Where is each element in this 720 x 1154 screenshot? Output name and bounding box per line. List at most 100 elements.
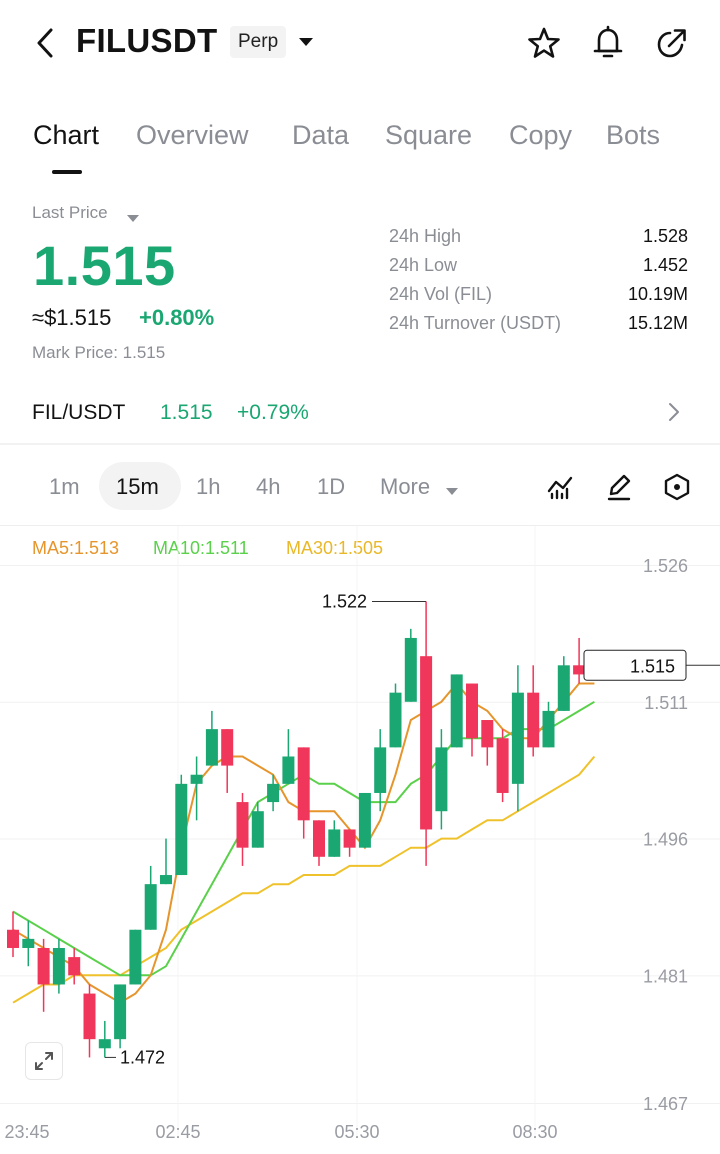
candle-body (251, 811, 264, 848)
candle-body (114, 984, 127, 1040)
header: FILUSDT Perp (0, 0, 720, 86)
max-annotation-label: 1.522 (322, 591, 367, 611)
chevron-right-icon[interactable] (668, 402, 680, 427)
y-tick-label: 1.496 (643, 830, 688, 850)
tab-square[interactable]: Square (385, 120, 473, 150)
candle-body (22, 938, 35, 948)
stat-high-value: 1.528 (642, 226, 688, 246)
y-tick-label: 1.526 (643, 556, 688, 576)
x-tick-label: 02:45 (155, 1122, 200, 1142)
candle-body (313, 820, 325, 857)
current-price-box (583, 649, 687, 681)
chevron-down-icon[interactable] (298, 34, 314, 52)
y-tick-label: 1.467 (643, 1094, 688, 1114)
candle-body (435, 747, 448, 812)
candle-body (481, 720, 494, 748)
ma10-legend: MA10:1.511 (153, 538, 249, 558)
interval-more[interactable]: More (380, 474, 431, 499)
candle-body (236, 802, 249, 848)
interval-1m[interactable]: 1m (49, 474, 80, 499)
stat-turnover-value: 15.12M (627, 313, 688, 333)
candle-body (511, 692, 524, 784)
indicator-icon[interactable] (543, 470, 577, 504)
contract-type-badge[interactable]: Perp (230, 26, 287, 58)
tab-bots[interactable]: Bots (606, 120, 661, 150)
interval-bar: 1m 15m 1h 4h 1D More (0, 458, 720, 516)
ma30-line (12, 755, 596, 1004)
x-tick-label: 08:30 (512, 1122, 557, 1142)
candle-body (328, 829, 341, 857)
symbol-title[interactable]: FILUSDT (76, 22, 218, 59)
candle-body (160, 875, 172, 885)
last-price-value: 1.515 (33, 234, 176, 297)
candle-body (557, 665, 570, 711)
mark-price: Mark Price: 1.515 (32, 343, 166, 362)
candle-body (205, 729, 218, 766)
x-tick-label: 05:30 (334, 1122, 379, 1142)
min-annotation-label: 1.472 (120, 1047, 165, 1067)
section-divider (0, 525, 720, 526)
candle-body (343, 829, 356, 848)
candle-body (98, 1039, 111, 1049)
stat-low-label: 24h Low (389, 255, 458, 275)
tab-chart[interactable]: Chart (33, 120, 100, 150)
candle-body (527, 692, 540, 748)
candle-body (542, 710, 555, 748)
candle-body (420, 656, 433, 830)
stat-vol-value: 10.19M (627, 284, 688, 304)
candle-body (7, 929, 19, 948)
y-tick-label: 1.511 (644, 693, 688, 713)
interval-1h[interactable]: 1h (196, 474, 221, 499)
candle-body (221, 729, 234, 766)
bell-icon[interactable] (587, 22, 629, 64)
star-icon[interactable] (523, 22, 565, 64)
draw-pen-icon[interactable] (602, 470, 636, 504)
candle-body (129, 929, 142, 985)
active-tab-indicator (52, 170, 82, 174)
chevron-down-icon[interactable] (446, 483, 458, 501)
candle-body (404, 637, 417, 702)
candle-body (282, 756, 295, 784)
candle-body (190, 774, 203, 784)
candle-body (37, 947, 50, 985)
tab-overview[interactable]: Overview (136, 120, 249, 150)
pair-price: 1.515 (160, 401, 213, 424)
chevron-down-icon[interactable] (127, 210, 139, 228)
candle-body (374, 747, 387, 793)
stat-turnover-label: 24h Turnover (USDT) (389, 313, 562, 333)
back-arrow-icon[interactable] (28, 24, 62, 62)
stat-vol-label: 24h Vol (FIL) (389, 284, 493, 304)
pair-change: +0.79% (237, 401, 309, 424)
candle-body (573, 665, 586, 675)
share-icon[interactable] (651, 22, 693, 64)
tab-copy[interactable]: Copy (509, 120, 573, 150)
settings-hexagon-icon[interactable] (660, 470, 694, 504)
candle-body (175, 783, 188, 876)
stat-low-value: 1.452 (642, 255, 688, 275)
section-divider (0, 443, 720, 445)
candle-body (68, 957, 81, 976)
candlestick-chart[interactable]: 1.526 1.511 1.496 1.481 1.467 23:45 02:45 05:30… (0, 526, 720, 1154)
candle-body (267, 783, 280, 803)
price-change-percent: +0.80% (139, 305, 215, 330)
x-tick-label: 23:45 (4, 1122, 49, 1142)
ma5-legend: MA5:1.513 (32, 538, 120, 558)
pair-name: FIL/USDT (32, 401, 126, 424)
expand-icon[interactable] (25, 1042, 63, 1080)
candle-body (297, 747, 310, 821)
y-tick-label: 1.481 (643, 966, 688, 986)
usd-value: ≈$1.515 (32, 305, 112, 330)
interval-15m[interactable]: 15m (116, 474, 159, 499)
current-price-label: 1.515 (630, 656, 675, 676)
candle-body (496, 738, 509, 793)
candle-body (450, 674, 463, 748)
tab-data[interactable]: Data (292, 120, 350, 150)
spot-pair-row[interactable]: FIL/USDT 1.515 +0.79% (0, 390, 720, 438)
ma5-line (12, 681, 595, 1004)
candle-body (466, 683, 478, 739)
tab-bar: Chart Overview Data Square Copy Bots (0, 110, 720, 180)
active-interval-pill (99, 462, 181, 510)
interval-1d[interactable]: 1D (317, 474, 346, 499)
last-price-label[interactable]: Last Price (32, 203, 108, 222)
interval-4h[interactable]: 4h (256, 474, 281, 499)
